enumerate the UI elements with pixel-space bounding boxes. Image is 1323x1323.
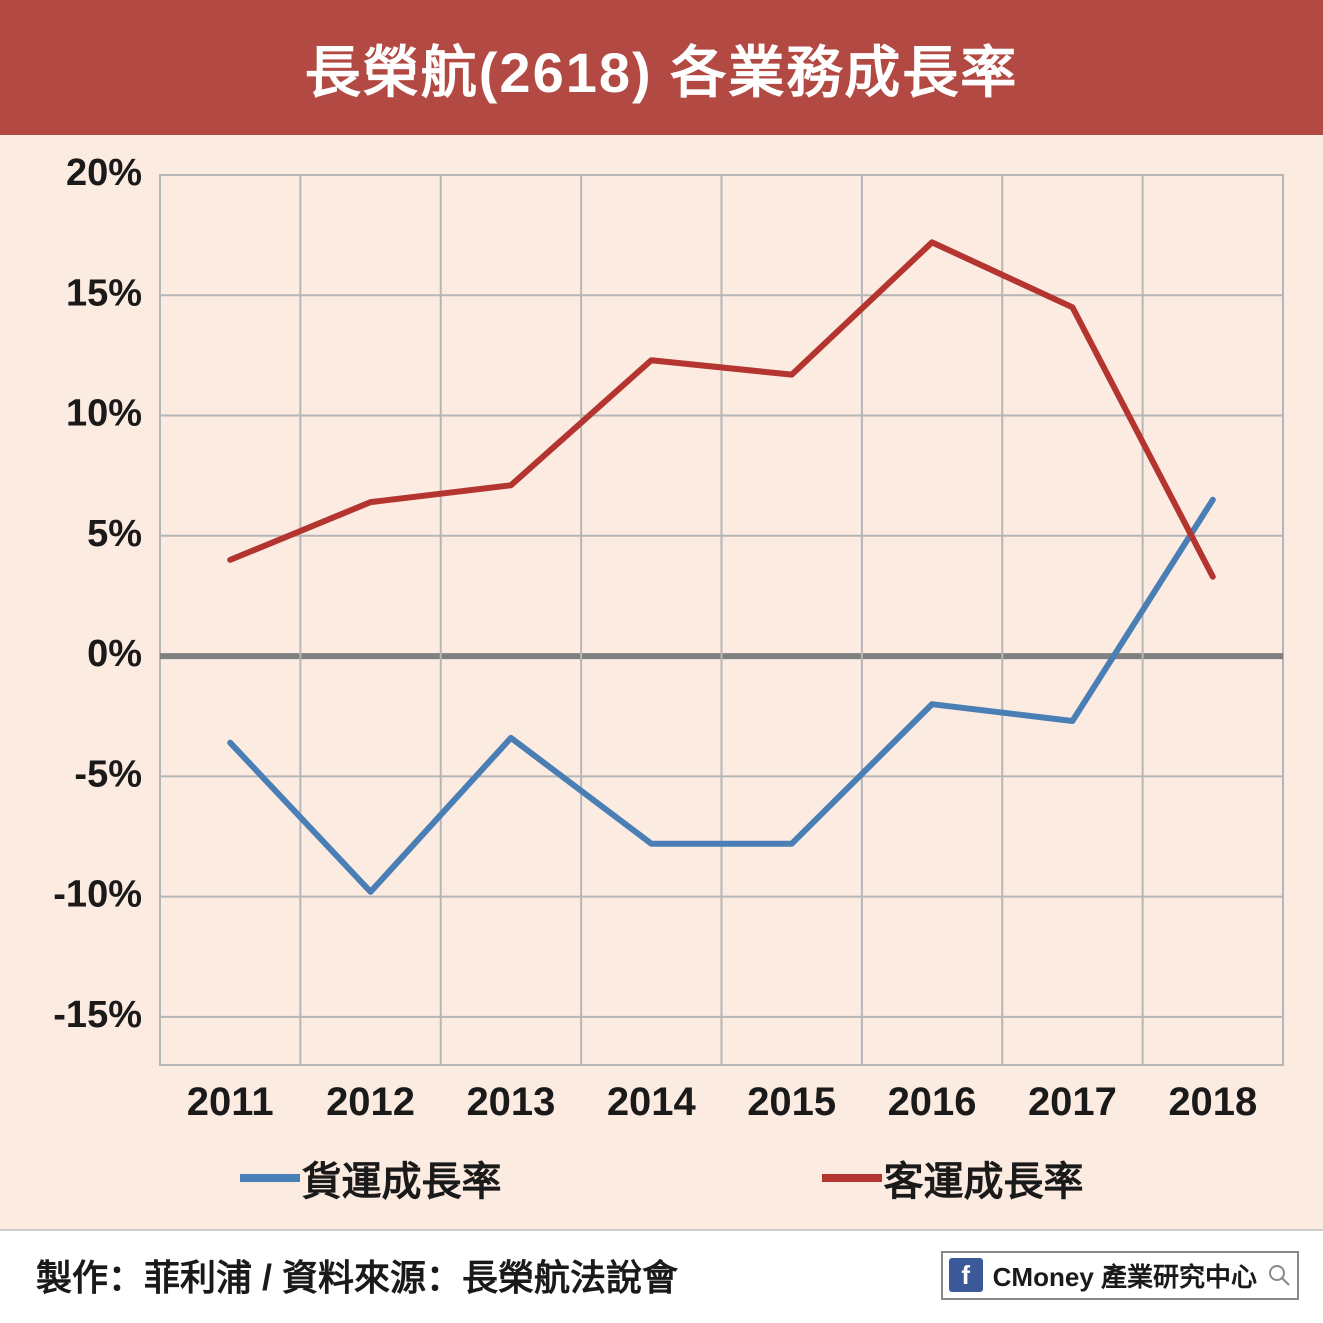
- source-badge: f CMoney 產業研究中心: [941, 1251, 1299, 1300]
- svg-text:5%: 5%: [87, 513, 142, 555]
- facebook-icon: f: [949, 1258, 983, 1292]
- chart-area: 20% 15% 10% 5% 0% -5% -10% -15% 2011 2012 2013 2014…: [0, 135, 1323, 1229]
- svg-text:2011: 2011: [187, 1080, 274, 1124]
- svg-text:0%: 0%: [87, 633, 142, 675]
- svg-text:2017: 2017: [1028, 1080, 1117, 1124]
- svg-text:2014: 2014: [607, 1080, 697, 1124]
- badge-text: CMoney 產業研究中心: [993, 1257, 1257, 1294]
- footer: 製作：菲利浦 / 資料來源：長榮航法說會 f CMoney 產業研究中心: [0, 1229, 1323, 1323]
- svg-text:2013: 2013: [466, 1080, 555, 1124]
- legend-label: 貨運成長率: [302, 1149, 502, 1207]
- chart-card: 長榮航(2618) 各業務成長率 20% 15% 10% 5% 0% -5% -10% -15…: [0, 0, 1323, 1323]
- legend-item: 貨運成長率: [240, 1149, 502, 1207]
- svg-text:10%: 10%: [66, 393, 142, 435]
- svg-text:-15%: -15%: [53, 994, 142, 1036]
- line-chart: 20% 15% 10% 5% 0% -5% -10% -15% 2011 2012 2013 2014…: [20, 145, 1303, 1145]
- legend-swatch: [240, 1174, 300, 1182]
- svg-text:-5%: -5%: [74, 753, 142, 795]
- legend: 貨運成長率 客運成長率: [20, 1149, 1303, 1217]
- svg-text:2015: 2015: [747, 1080, 836, 1124]
- svg-text:20%: 20%: [66, 152, 142, 194]
- svg-text:15%: 15%: [66, 272, 142, 314]
- chart-title: 長榮航(2618) 各業務成長率: [0, 0, 1323, 135]
- legend-label: 客運成長率: [884, 1149, 1084, 1207]
- search-icon: [1267, 1263, 1291, 1287]
- svg-text:2012: 2012: [326, 1080, 415, 1124]
- svg-text:2018: 2018: [1168, 1080, 1257, 1124]
- svg-text:2016: 2016: [888, 1080, 977, 1124]
- credit-text: 製作：菲利浦 / 資料來源：長榮航法說會: [36, 1249, 678, 1301]
- legend-swatch: [822, 1174, 882, 1182]
- legend-item: 客運成長率: [822, 1149, 1084, 1207]
- svg-text:-10%: -10%: [53, 874, 142, 916]
